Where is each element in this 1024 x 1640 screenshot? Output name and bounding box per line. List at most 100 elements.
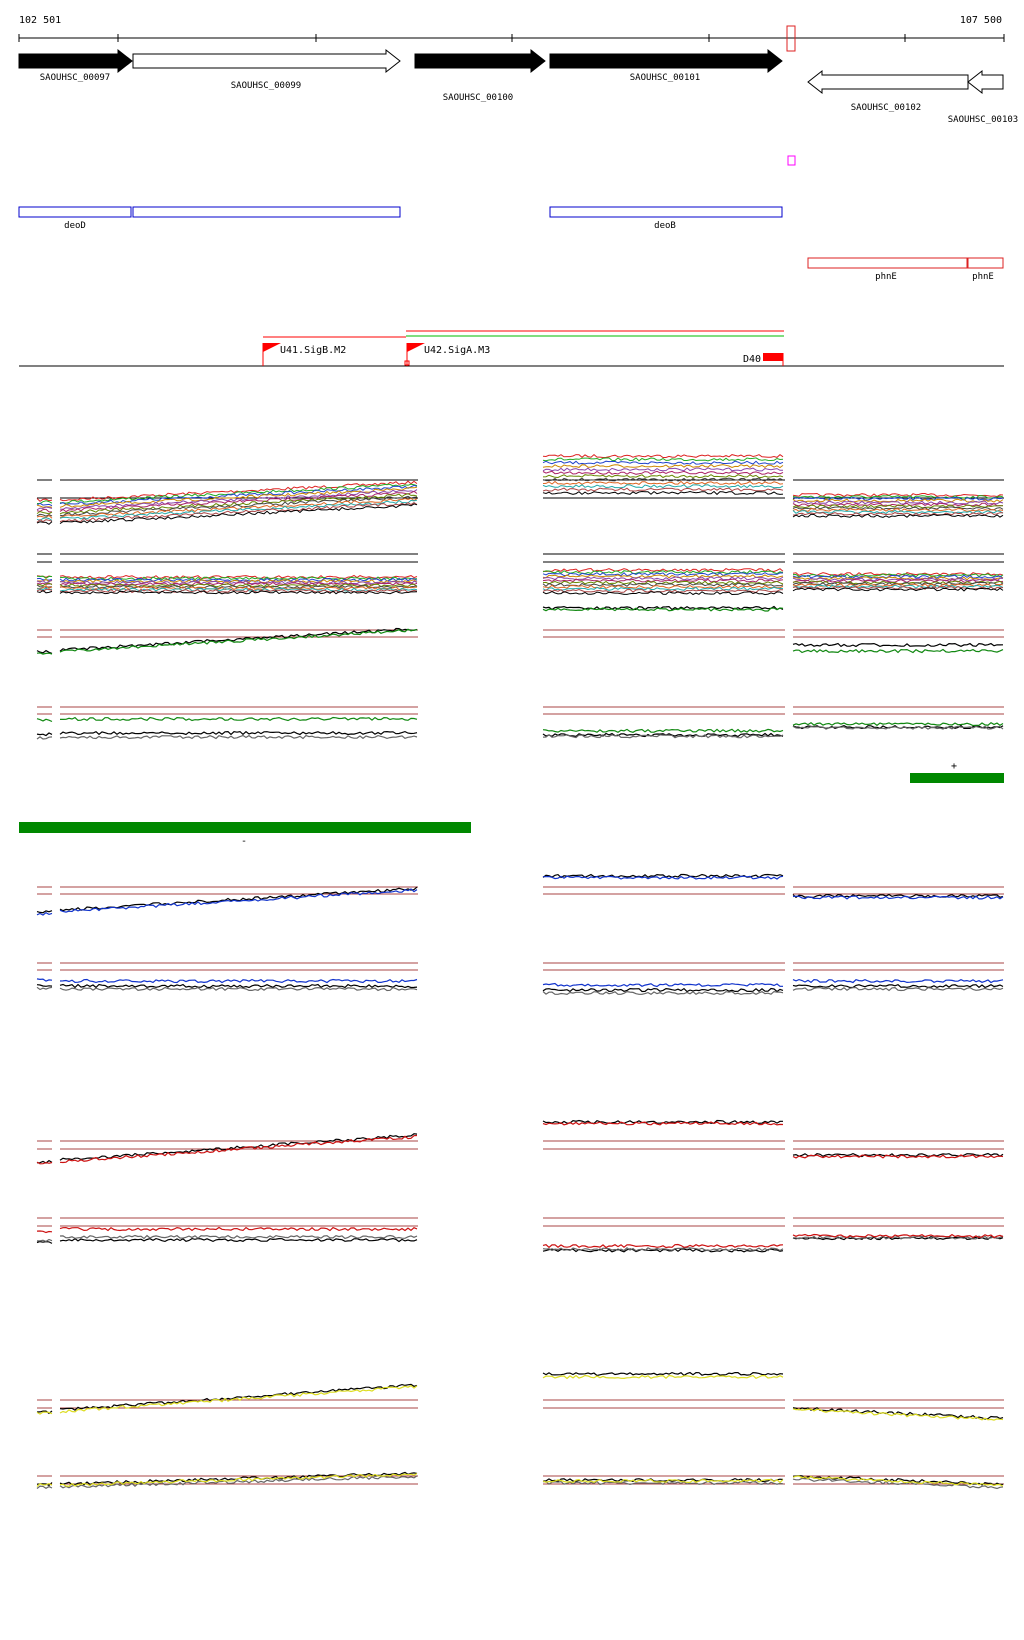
condition-trace bbox=[792, 576, 1004, 581]
condition-trace bbox=[542, 484, 784, 489]
condition-trace bbox=[542, 576, 784, 581]
green-trace bbox=[59, 730, 418, 736]
condition-trace bbox=[792, 498, 1004, 503]
red-trace bbox=[792, 1233, 1004, 1239]
yellow-trace bbox=[792, 1477, 1004, 1490]
green-trace bbox=[792, 648, 1004, 654]
condition-trace bbox=[542, 582, 784, 587]
condition-trace bbox=[542, 586, 784, 592]
condition-trace bbox=[36, 513, 53, 517]
annotation-label-deob: deoB bbox=[654, 221, 676, 231]
gene-label-saouhsc-00101: SAOUHSC_00101 bbox=[630, 73, 700, 83]
promoter-flag-u41[interactable] bbox=[263, 343, 281, 352]
blue-trace bbox=[36, 986, 53, 991]
condition-trace bbox=[792, 513, 1004, 518]
green-trace bbox=[59, 628, 418, 653]
condition-trace bbox=[60, 483, 418, 504]
annotation-box-unlabeled[interactable] bbox=[132, 206, 401, 218]
red-trace bbox=[542, 1121, 784, 1126]
blue-trace bbox=[36, 984, 53, 987]
condition-trace bbox=[792, 500, 1004, 505]
blue-trace bbox=[59, 983, 418, 989]
condition-trace bbox=[59, 587, 418, 592]
green-trace bbox=[60, 716, 418, 722]
red-annotation-track: phnE phnE bbox=[807, 257, 1004, 282]
minus-strand-bar bbox=[19, 822, 471, 833]
condition-trace bbox=[542, 453, 784, 459]
plus-strand-label: + bbox=[951, 761, 957, 772]
condition-trace bbox=[59, 583, 418, 588]
gene-arrow-saouhsc-00097[interactable] bbox=[18, 48, 133, 74]
yellow-trace bbox=[59, 1475, 418, 1489]
condition-trace bbox=[36, 575, 53, 579]
gene-arrow-saouhsc-00099[interactable] bbox=[132, 48, 401, 74]
plus-strand-bar bbox=[910, 773, 1004, 783]
red-trace bbox=[542, 1243, 784, 1249]
red-trace bbox=[792, 1152, 1004, 1158]
genes-track: SAOUHSC_00097 SAOUHSC_00099 SAOUHSC_0010… bbox=[18, 25, 1018, 166]
gene-arrow-saouhsc-00103[interactable] bbox=[967, 69, 1004, 95]
condition-trace bbox=[59, 586, 418, 591]
red-trace bbox=[36, 1230, 53, 1234]
condition-trace bbox=[792, 587, 1004, 592]
condition-trace bbox=[542, 567, 784, 573]
yellow-trace bbox=[792, 1475, 1004, 1487]
condition-trace bbox=[792, 583, 1004, 588]
annotation-label-deod: deoD bbox=[64, 221, 86, 231]
yellow-trace bbox=[59, 1383, 418, 1411]
condition-trace bbox=[792, 577, 1004, 582]
annotation-box-phne-2[interactable] bbox=[967, 257, 1004, 269]
blue-annotation-track: deoD deoB bbox=[18, 206, 783, 231]
terminator-block-d40[interactable] bbox=[763, 353, 783, 361]
gene-label-saouhsc-00103: SAOUHSC_00103 bbox=[948, 115, 1018, 125]
promoter-flag-u42[interactable] bbox=[407, 343, 425, 352]
condition-trace bbox=[542, 584, 784, 589]
yellow-trace bbox=[792, 1408, 1004, 1421]
blue-trace bbox=[792, 978, 1004, 984]
blue-trace bbox=[59, 978, 418, 984]
gene-arrow-saouhsc-00100[interactable] bbox=[414, 48, 546, 74]
annotation-box-deob[interactable] bbox=[549, 206, 783, 218]
condition-trace bbox=[36, 521, 53, 525]
annotation-box-deod[interactable] bbox=[18, 206, 132, 218]
expression-panels bbox=[36, 453, 1004, 1490]
condition-trace bbox=[542, 572, 784, 577]
tile-marker-magenta[interactable] bbox=[787, 155, 796, 166]
red-trace bbox=[37, 1238, 53, 1243]
red-trace bbox=[792, 1154, 1004, 1159]
blue-trace bbox=[36, 910, 53, 914]
green-trace bbox=[36, 736, 53, 740]
gene-label-saouhsc-00102: SAOUHSC_00102 bbox=[851, 103, 921, 113]
red-trace bbox=[59, 1134, 418, 1164]
green-trace bbox=[542, 732, 784, 738]
green-trace bbox=[59, 627, 418, 652]
gene-arrow-saouhsc-00101[interactable] bbox=[549, 48, 783, 74]
green-trace bbox=[59, 734, 418, 740]
blue-trace bbox=[792, 986, 1004, 992]
ruler-end-label: 107 500 bbox=[960, 15, 1002, 26]
blue-trace bbox=[792, 984, 1004, 989]
green-trace bbox=[792, 642, 1004, 648]
condition-trace bbox=[792, 504, 1003, 509]
yellow-trace bbox=[59, 1384, 418, 1414]
tile-marker-red[interactable] bbox=[786, 25, 796, 52]
ruler-start-label: 102 501 bbox=[19, 15, 61, 26]
gene-arrow-saouhsc-00102[interactable] bbox=[807, 69, 969, 95]
green-trace bbox=[542, 728, 784, 733]
condition-trace bbox=[542, 490, 784, 496]
yellow-trace bbox=[542, 1374, 784, 1380]
condition-trace bbox=[542, 467, 784, 472]
condition-trace bbox=[792, 508, 1004, 513]
green-trace bbox=[542, 733, 784, 739]
blue-trace bbox=[542, 987, 784, 993]
red-trace bbox=[36, 1161, 53, 1165]
condition-trace bbox=[542, 591, 784, 596]
condition-trace bbox=[36, 504, 53, 508]
condition-trace bbox=[792, 584, 1004, 589]
condition-trace bbox=[36, 589, 53, 594]
condition-trace bbox=[542, 574, 784, 579]
condition-trace bbox=[542, 474, 784, 479]
green-trace bbox=[36, 718, 53, 723]
annotation-box-phne-1[interactable] bbox=[807, 257, 968, 269]
blue-trace bbox=[36, 911, 53, 916]
